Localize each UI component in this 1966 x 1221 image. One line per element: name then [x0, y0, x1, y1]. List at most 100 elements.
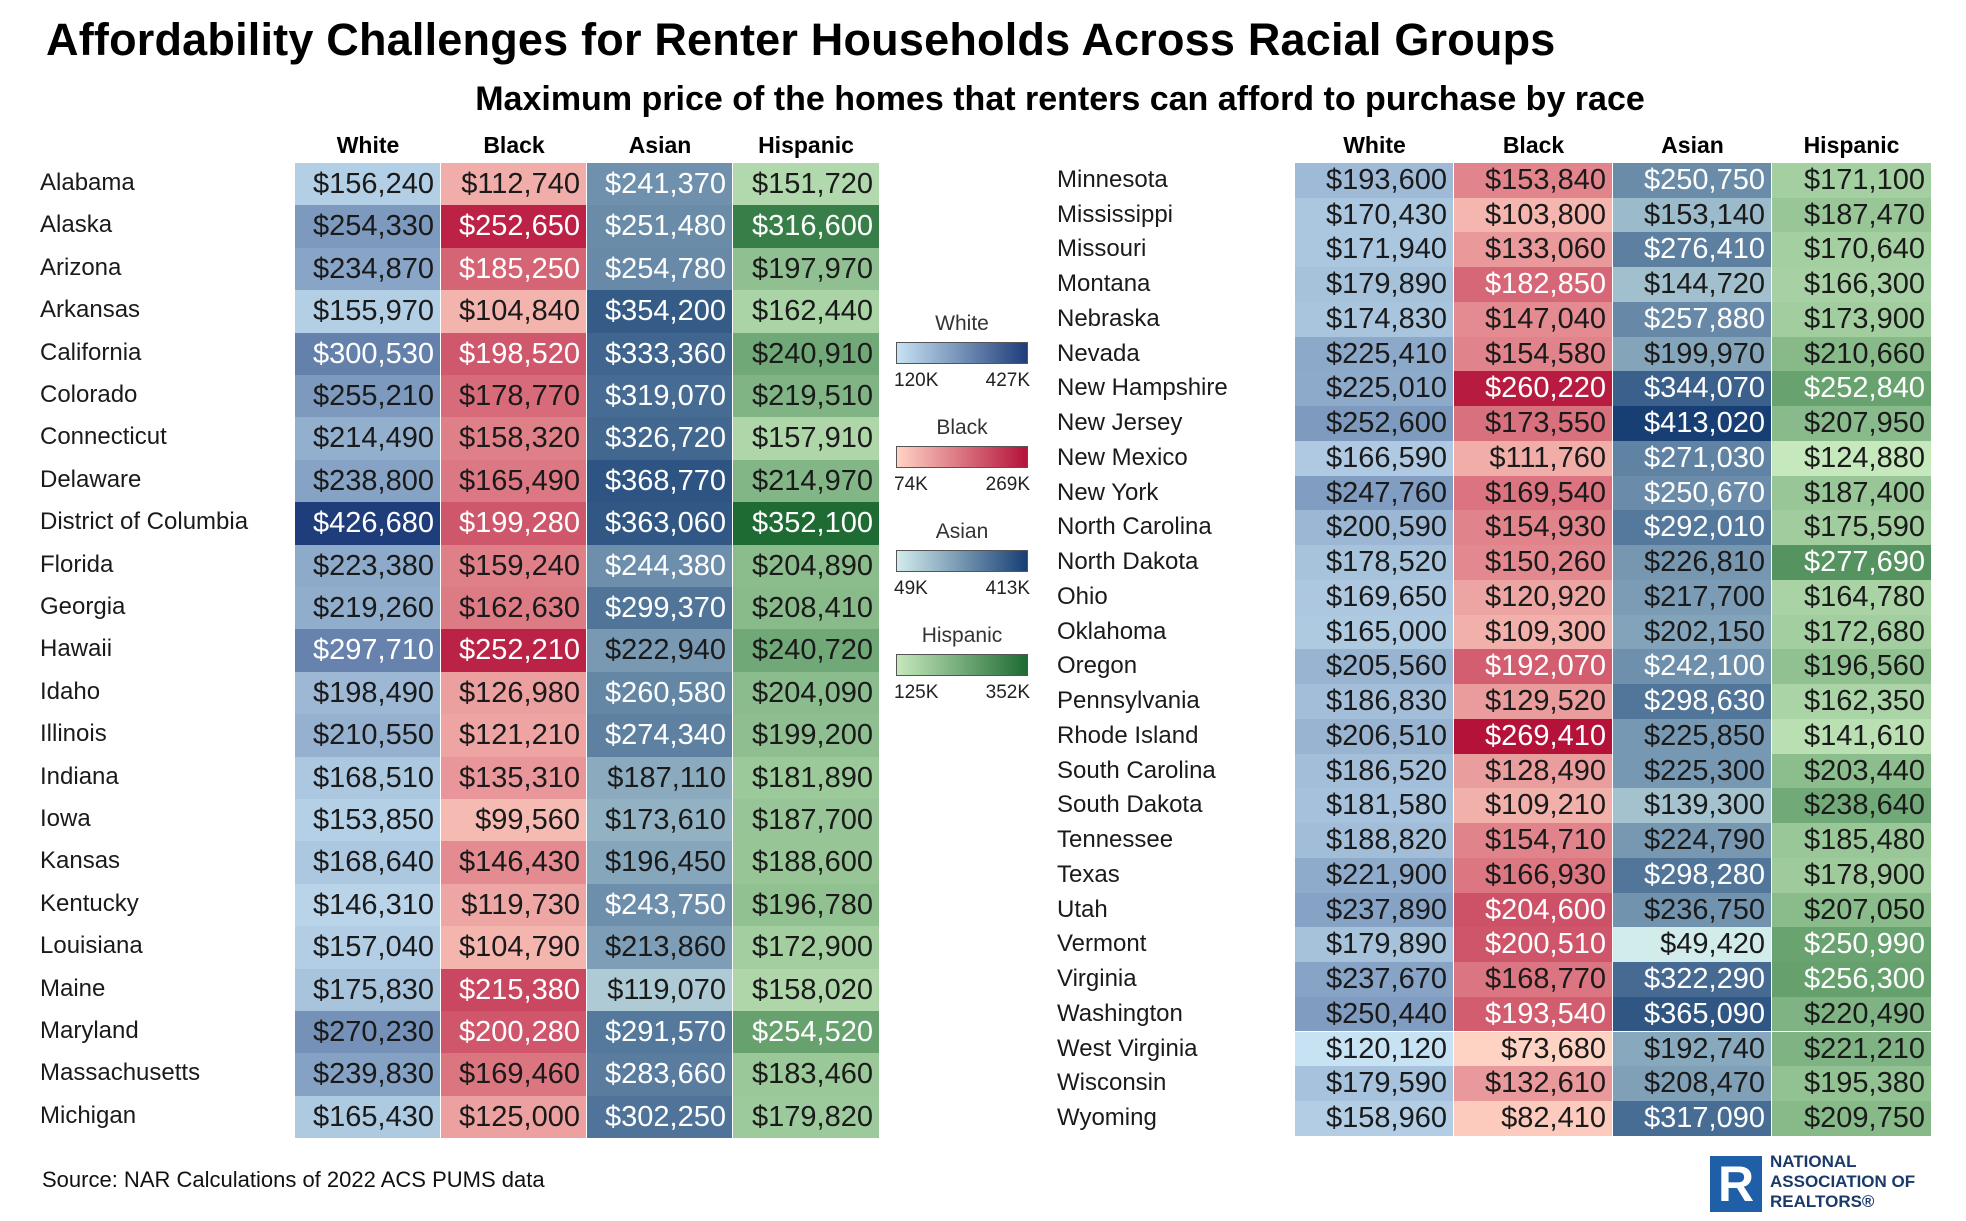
cell-arizona-black: $185,250: [441, 247, 587, 291]
cell-north-carolina-hispanic: $175,590: [1772, 510, 1931, 546]
cell-alabama-white: $156,240: [295, 163, 441, 206]
cell-new-jersey-asian: $413,020: [1613, 406, 1772, 441]
legend-min-asian: 49K: [894, 578, 928, 599]
cell-district-of-columbia-white: $426,680: [295, 502, 441, 545]
cell-kansas-white: $168,640: [295, 841, 441, 884]
cell-delaware-asian: $368,770: [587, 459, 733, 503]
state-label-kansas: Kansas: [40, 847, 121, 875]
state-label-kentucky: Kentucky: [40, 889, 139, 917]
cell-massachusetts-black: $169,460: [441, 1053, 587, 1096]
cell-montana-black: $182,850: [1454, 267, 1613, 302]
column-header-black: Black: [483, 132, 545, 158]
cell-massachusetts-white: $239,830: [295, 1053, 441, 1096]
cell-maine-black: $215,380: [441, 968, 587, 1011]
cell-ohio-black: $120,920: [1454, 579, 1613, 615]
state-label-nevada: Nevada: [1057, 339, 1140, 367]
state-label-michigan: Michigan: [40, 1101, 137, 1129]
cell-michigan-black: $125,000: [441, 1095, 587, 1139]
cell-new-mexico-black: $111,760: [1454, 440, 1613, 476]
cell-south-dakota-black: $109,210: [1454, 788, 1613, 824]
cell-washington-white: $250,440: [1295, 996, 1454, 1032]
cell-rhode-island-black: $269,410: [1454, 718, 1613, 754]
cell-iowa-white: $153,850: [295, 799, 441, 842]
cell-mississippi-white: $170,430: [1295, 197, 1454, 233]
cell-indiana-hispanic: $181,890: [733, 756, 879, 799]
legend-max-hispanic: 352K: [985, 682, 1030, 703]
legend-title-black: Black: [936, 416, 988, 439]
cell-california-hispanic: $240,910: [733, 332, 879, 375]
cell-tennessee-black: $154,710: [1454, 823, 1613, 858]
cell-texas-asian: $298,280: [1613, 857, 1772, 893]
state-label-minnesota: Minnesota: [1057, 166, 1168, 193]
cell-kansas-black: $146,430: [441, 841, 587, 884]
cell-delaware-white: $238,800: [295, 459, 441, 503]
cell-nevada-asian: $199,970: [1613, 336, 1772, 372]
cell-south-carolina-white: $186,520: [1295, 753, 1454, 789]
cell-illinois-white: $210,550: [295, 714, 441, 757]
cell-new-hampshire-white: $225,010: [1295, 371, 1454, 407]
state-label-rhode-island: Rhode Island: [1057, 721, 1199, 749]
cell-indiana-asian: $187,110: [587, 756, 733, 799]
cell-wyoming-white: $158,960: [1295, 1100, 1454, 1136]
cell-ohio-hispanic: $164,780: [1772, 579, 1931, 615]
cell-texas-hispanic: $178,900: [1772, 857, 1931, 893]
cell-wisconsin-white: $179,590: [1295, 1066, 1454, 1101]
cell-utah-asian: $236,750: [1613, 892, 1772, 928]
cell-vermont-hispanic: $250,990: [1772, 927, 1931, 962]
cell-maine-hispanic: $158,020: [733, 968, 879, 1011]
nar-logo: R NATIONAL ASSOCIATION OF REALTORS®: [1710, 1150, 1950, 1214]
cell-minnesota-white: $193,600: [1295, 163, 1454, 198]
state-label-maryland: Maryland: [40, 1017, 139, 1044]
legend-max-white: 427K: [985, 370, 1030, 391]
cell-nevada-hispanic: $210,660: [1772, 336, 1931, 372]
cell-missouri-black: $133,060: [1454, 232, 1613, 268]
chart-subtitle: Maximum price of the homes that renters …: [475, 80, 1645, 118]
cell-michigan-hispanic: $179,820: [733, 1095, 879, 1139]
cell-new-york-black: $169,540: [1454, 475, 1613, 511]
cell-hawaii-white: $297,710: [295, 629, 441, 672]
cell-tennessee-asian: $224,790: [1613, 823, 1772, 858]
cell-arkansas-asian: $354,200: [587, 290, 733, 333]
cell-north-dakota-black: $150,260: [1454, 545, 1613, 580]
cell-montana-hispanic: $166,300: [1772, 267, 1931, 302]
cell-oklahoma-black: $109,300: [1454, 614, 1613, 650]
source-note: Source: NAR Calculations of 2022 ACS PUM…: [42, 1167, 545, 1192]
legend-max-black: 269K: [985, 474, 1030, 495]
state-label-new-york: New York: [1057, 478, 1159, 506]
cell-new-york-hispanic: $187,400: [1772, 475, 1931, 511]
cell-north-dakota-white: $178,520: [1295, 545, 1454, 580]
cell-wisconsin-hispanic: $195,380: [1772, 1066, 1931, 1101]
legend-max-asian: 413K: [985, 578, 1030, 599]
cell-georgia-black: $162,630: [441, 587, 587, 630]
state-label-wyoming: Wyoming: [1057, 1103, 1157, 1131]
cell-massachusetts-asian: $283,660: [587, 1053, 733, 1096]
cell-iowa-black: $99,560: [441, 799, 587, 842]
legend-title-hispanic: Hispanic: [921, 624, 1003, 647]
cell-arizona-hispanic: $197,970: [733, 247, 879, 291]
cell-florida-asian: $244,380: [587, 544, 733, 587]
state-label-new-jersey: New Jersey: [1057, 409, 1183, 437]
cell-oklahoma-white: $165,000: [1295, 614, 1454, 650]
cell-alaska-asian: $251,480: [587, 205, 733, 248]
cell-tennessee-white: $188,820: [1295, 823, 1454, 858]
cell-district-of-columbia-hispanic: $352,100: [733, 502, 879, 545]
cell-south-carolina-asian: $225,300: [1613, 753, 1772, 789]
cell-hawaii-asian: $222,940: [587, 629, 733, 672]
cell-pennsylvania-hispanic: $162,350: [1772, 684, 1931, 719]
state-label-hawaii: Hawaii: [40, 635, 113, 663]
cell-colorado-black: $178,770: [441, 375, 587, 418]
cell-tennessee-hispanic: $185,480: [1772, 823, 1931, 858]
cell-washington-black: $193,540: [1454, 996, 1613, 1032]
cell-michigan-white: $165,430: [295, 1095, 441, 1139]
cell-new-mexico-hispanic: $124,880: [1772, 440, 1931, 476]
cell-illinois-hispanic: $199,200: [733, 714, 879, 757]
cell-oklahoma-hispanic: $172,680: [1772, 614, 1931, 650]
cell-south-carolina-black: $128,490: [1454, 753, 1613, 789]
cell-florida-hispanic: $204,890: [733, 544, 879, 587]
cell-virginia-hispanic: $256,300: [1772, 962, 1931, 997]
cell-indiana-black: $135,310: [441, 756, 587, 799]
state-label-south-carolina: South Carolina: [1057, 756, 1216, 784]
cell-texas-black: $166,930: [1454, 857, 1613, 893]
cell-utah-hispanic: $207,050: [1772, 892, 1931, 928]
cell-connecticut-black: $158,320: [441, 417, 587, 460]
